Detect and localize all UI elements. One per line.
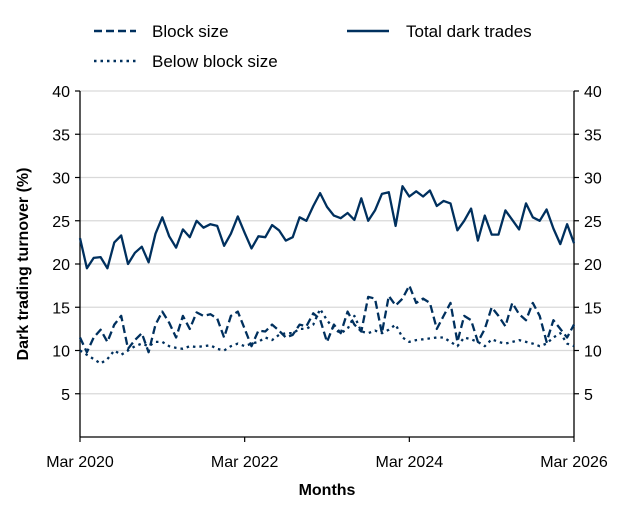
series-total-dark-trades [78, 185, 576, 270]
y-tick-label: 20 [52, 257, 70, 274]
x-tick-label: Mar 2020 [46, 454, 114, 471]
x-tick-label: Mar 2026 [540, 454, 608, 471]
y-axis-label: Dark trading turnover (%) [15, 168, 32, 361]
y-tick-label-right: 25 [584, 214, 602, 231]
legend-label-below-block-size: Below block size [152, 52, 278, 71]
legend: Block size Below block size Total dark t… [94, 22, 532, 71]
legend-label-block-size: Block size [152, 22, 229, 41]
x-axis-label: Months [299, 482, 356, 499]
series-below-block-size [79, 307, 575, 365]
y-tick-label-right: 40 [584, 84, 602, 101]
y-tick-label-right: 5 [584, 387, 593, 404]
x-tick-label: Mar 2022 [211, 454, 279, 471]
x-tick-label: Mar 2024 [376, 454, 444, 471]
y-tick-label-right: 20 [584, 257, 602, 274]
y-tick-label: 35 [52, 127, 70, 144]
y-tick-label: 40 [52, 84, 70, 101]
series-block-size [78, 284, 576, 354]
y-tick-label-right: 35 [584, 127, 602, 144]
y-tick-label: 15 [52, 300, 70, 317]
y-tick-label-right: 10 [584, 344, 602, 361]
y-tick-label: 30 [52, 171, 70, 188]
legend-label-total-dark-trades: Total dark trades [406, 22, 532, 41]
y-tick-label: 10 [52, 344, 70, 361]
y-tick-label-right: 30 [584, 171, 602, 188]
y-tick-label: 25 [52, 214, 70, 231]
y-tick-label: 5 [61, 387, 70, 404]
y-tick-label-right: 15 [584, 300, 602, 317]
